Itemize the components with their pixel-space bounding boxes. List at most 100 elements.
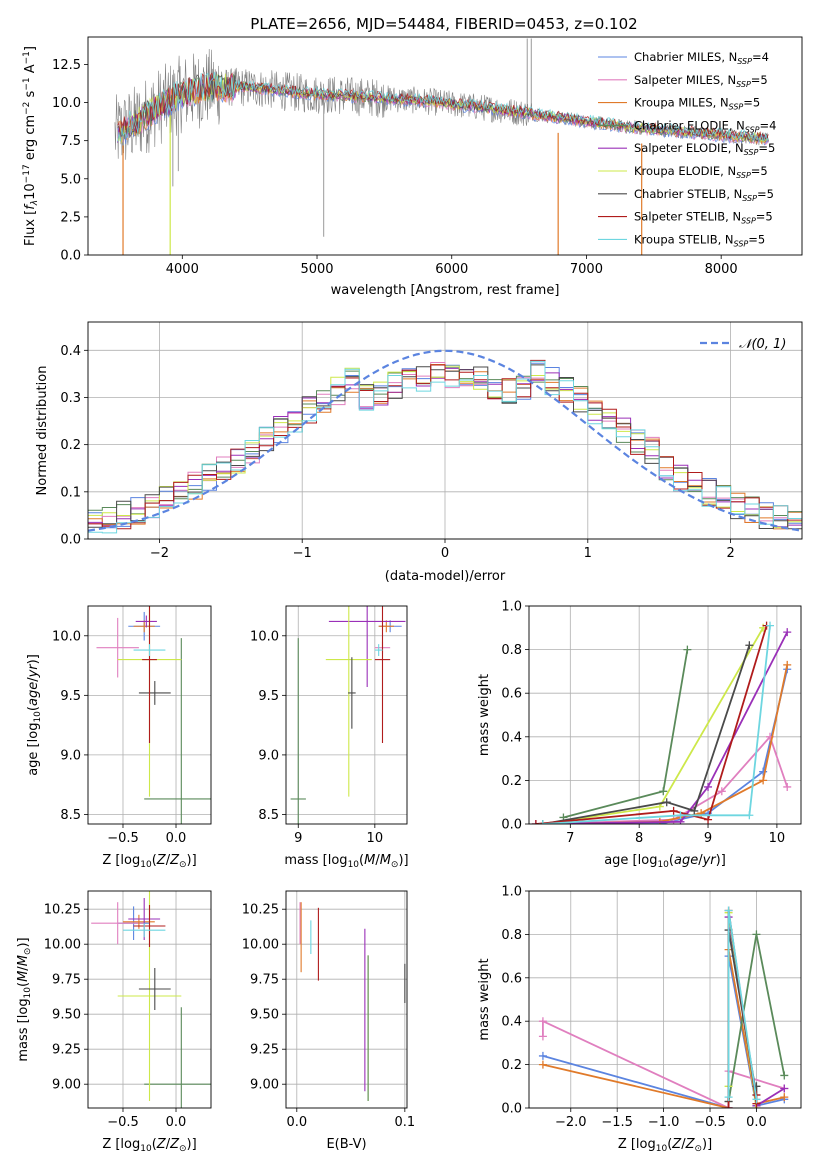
y-tick-label: 1.0 — [501, 885, 522, 900]
weight-marker — [690, 806, 699, 815]
y-tick-label: 1.0 — [501, 600, 522, 615]
panel-residual-histogram: −2 −1 0 1 2 0.0 0.1 0.2 0.3 0.4 (data-model)/error… — [35, 321, 803, 584]
legend-label-5: Kroupa ELODIE, NSSP=5 — [634, 164, 768, 180]
legend-label-4: Salpeter ELODIE, NSSP=5 — [634, 141, 775, 157]
weight-marker — [724, 906, 733, 915]
y-tick-label: 0.4 — [501, 730, 522, 745]
y-tick-label: 0.8 — [501, 928, 522, 943]
y-tick-label: 9.0 — [258, 748, 279, 763]
y-tick-label: 8.5 — [258, 808, 279, 823]
weight-marker — [531, 820, 540, 824]
axes-frame: 9 10 8.5 9.0 9.5 10.0 mass [log10(M/M⊙)] — [250, 605, 409, 870]
y-tick-label: 0.0 — [501, 818, 522, 833]
model-spectrum-line — [117, 74, 769, 142]
y-tick-label: 9.00 — [250, 1078, 279, 1093]
y-tick-label: 10.00 — [44, 938, 81, 953]
x-tick-label: 0.0 — [746, 1115, 767, 1130]
weight-marker — [683, 645, 692, 654]
x-tick-label: 8000 — [705, 262, 738, 277]
y-tick-label: 10.0 — [250, 629, 279, 644]
figure-title: PLATE=2656, MJD=54484, FIBERID=0453, z=0… — [250, 15, 637, 33]
panel-age-vs-mass: 9 10 8.5 9.0 9.5 10.0 mass [log10(M/M⊙)] — [250, 605, 409, 870]
y-tick-label: 10.25 — [44, 903, 81, 918]
x-tick-label: 0.0 — [286, 1115, 307, 1130]
x-tick-label: 6000 — [435, 262, 468, 277]
weight-line-8 — [542, 625, 771, 824]
y-tick-label: 2.5 — [60, 210, 81, 225]
axes-frame: 7 8 9 10 0.0 0.2 0.4 0.6 0.8 1.0 age [log10(age/yr… — [477, 600, 802, 870]
plot-area — [290, 606, 406, 824]
x-axis-label: Z [log10(Z/Z⊙)] — [102, 853, 196, 870]
panel-age-vs-Z: −0.5 0.0 8.5 9.0 9.5 10.0 Z [log10(Z/Z⊙)] age [… — [26, 605, 212, 870]
weight-marker — [538, 1017, 547, 1026]
x-tick-label: 2 — [726, 546, 734, 561]
y-tick-label: 10.0 — [52, 629, 81, 644]
y-tick-label: 9.25 — [250, 1043, 279, 1058]
y-axis-label: mass weight — [477, 674, 492, 756]
x-tick-label: 10 — [367, 831, 384, 846]
y-tick-label: 10.25 — [242, 903, 279, 918]
y-axis-label: age [log10(age/yr)] — [26, 654, 43, 776]
plot-area — [538, 906, 789, 1108]
x-tick-label: 9 — [704, 831, 712, 846]
histogram-step-7 — [88, 359, 802, 530]
x-tick-label: −0.5 — [107, 1115, 139, 1130]
y-tick-label: 0.4 — [501, 1015, 522, 1030]
weight-marker — [780, 1071, 789, 1080]
y-tick-label: 0.6 — [501, 687, 522, 702]
y-tick-label: 0.0 — [60, 249, 81, 264]
y-tick-label: 0.6 — [501, 971, 522, 986]
legend-label-7: Salpeter STELIB, NSSP=5 — [634, 210, 773, 226]
axes-border — [87, 605, 212, 825]
axes-frame: −2 −1 0 1 2 0.0 0.1 0.2 0.3 0.4 (data-model)/error… — [35, 321, 803, 584]
y-tick-label: 9.5 — [258, 689, 279, 704]
weight-marker — [538, 1060, 547, 1069]
axes-border — [87, 890, 212, 1109]
x-tick-label: 10 — [769, 831, 786, 846]
legend-label-3: Chabrier ELODIE, NSSP=4 — [634, 118, 776, 134]
axes-border — [528, 890, 802, 1109]
axes-border — [285, 890, 408, 1109]
y-tick-label: 0.2 — [60, 438, 81, 453]
weight-marker — [759, 776, 768, 785]
y-tick-label: 9.75 — [52, 973, 81, 988]
panel-mass-weight-vs-age: 7 8 9 10 0.0 0.2 0.4 0.6 0.8 1.0 age [log10(age/yr… — [477, 600, 802, 870]
panel-mass-vs-ebv: 0.0 0.1 9.00 9.25 9.50 9.75 10.00 10.25 E(B-V) — [242, 890, 415, 1152]
y-axis-label: Normed distribution — [35, 366, 50, 496]
panel-mass-vs-Z: −0.5 0.0 9.00 9.25 9.50 9.75 10.00 10.25 Z [log1… — [16, 890, 212, 1154]
x-tick-label: 9 — [294, 831, 302, 846]
weight-marker — [717, 787, 726, 796]
weight-line-1 — [542, 1019, 785, 1108]
x-tick-label: 5000 — [300, 262, 333, 277]
x-tick-label: −1.5 — [601, 1115, 633, 1130]
plot-area — [114, 38, 769, 255]
x-tick-label: −1.0 — [648, 1115, 680, 1130]
legend-label-6: Chabrier STELIB, NSSP=5 — [634, 187, 774, 203]
x-axis-label: mass [log10(M/M⊙)] — [284, 853, 408, 870]
weight-marker — [724, 1093, 733, 1102]
y-tick-label: 5.0 — [60, 172, 81, 187]
x-tick-label: 0.0 — [166, 831, 187, 846]
x-tick-label: 7 — [566, 831, 574, 846]
x-tick-label: 8 — [635, 831, 643, 846]
legend-label-8: Kroupa STELIB, NSSP=5 — [634, 232, 765, 248]
plot-area — [531, 621, 792, 824]
y-tick-label: 0.0 — [60, 533, 81, 548]
weight-marker — [780, 1093, 789, 1102]
plot-layer: 4000 5000 6000 7000 80000.02.55.07.510.012.5… — [16, 36, 803, 1154]
y-tick-label: 9.50 — [52, 1008, 81, 1023]
weight-marker — [780, 1084, 789, 1093]
weight-marker — [783, 660, 792, 669]
y-axis-label: mass [log10(M/M⊙)] — [16, 937, 33, 1061]
normal-reference-curve — [88, 349, 802, 532]
axes-frame: −0.5 0.0 8.5 9.0 9.5 10.0 Z [log10(Z/Z⊙)] age [… — [26, 605, 212, 870]
weight-marker — [538, 820, 547, 824]
axes-frame: 4000 5000 6000 7000 8000 0.0 2.5 5.0 7.5 10.0 12.5… — [22, 36, 803, 298]
x-axis-label: E(B-V) — [326, 1137, 366, 1152]
weight-marker — [783, 782, 792, 791]
weight-line-4 — [535, 631, 789, 824]
x-tick-label: 0.0 — [166, 1115, 187, 1130]
x-tick-label: −0.5 — [107, 831, 139, 846]
y-tick-label: 9.75 — [250, 973, 279, 988]
y-tick-label: 9.00 — [52, 1078, 81, 1093]
